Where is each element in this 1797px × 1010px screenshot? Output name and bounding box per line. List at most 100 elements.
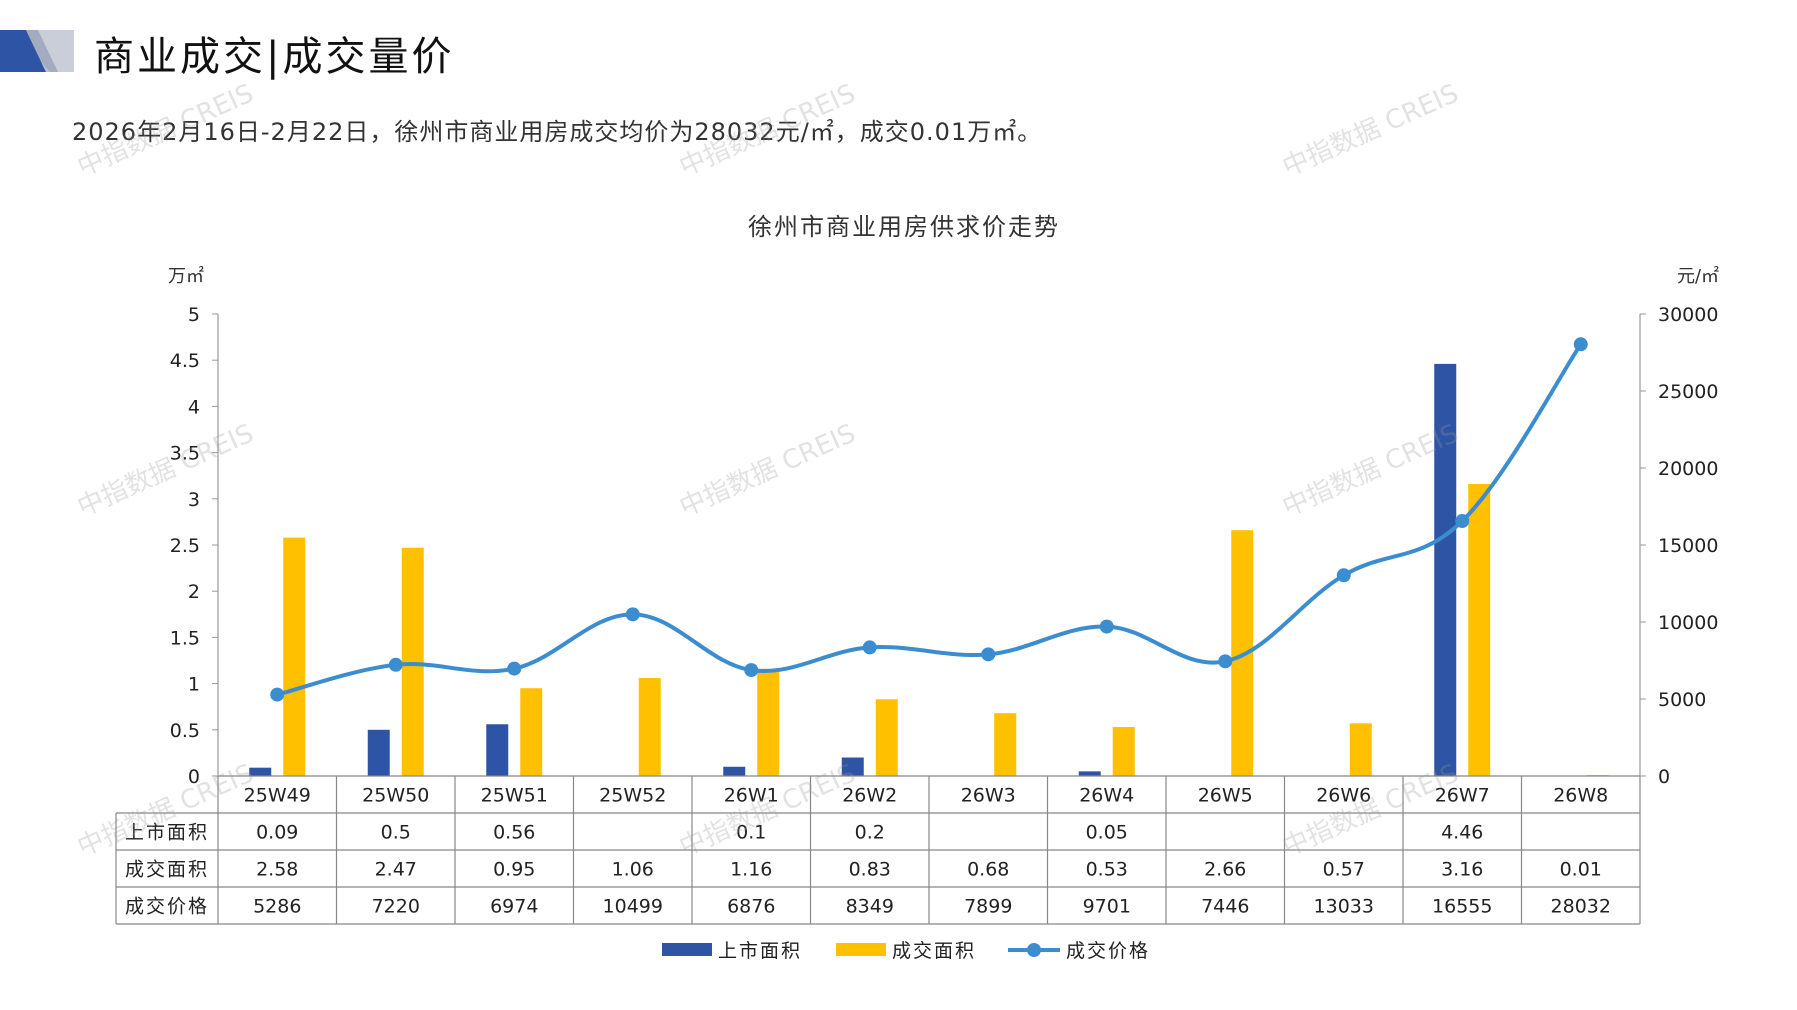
deal-area-bar bbox=[283, 537, 306, 776]
y-left-unit: 万㎡ bbox=[168, 265, 204, 287]
y-left-tick-label: 1 bbox=[188, 674, 200, 696]
legend-label-deal-area: 成交面积 bbox=[892, 940, 976, 962]
y-right-unit: 元/㎡ bbox=[1677, 265, 1719, 287]
category-cell: 25W49 bbox=[244, 785, 311, 807]
y-right-tick-label: 25000 bbox=[1658, 381, 1718, 403]
category-cell: 26W5 bbox=[1198, 785, 1253, 807]
y-left-tick-label: 2 bbox=[188, 581, 200, 603]
price-value-cell: 9701 bbox=[1083, 896, 1131, 918]
category-cell: 26W4 bbox=[1079, 785, 1134, 807]
supply-value-cell: 0.05 bbox=[1086, 822, 1128, 844]
y-left-tick-label: 0 bbox=[188, 766, 200, 788]
y-left-tick-label: 3 bbox=[188, 489, 200, 511]
deal-area-bar bbox=[520, 688, 543, 776]
price-point bbox=[388, 657, 403, 672]
y-right-tick-label: 5000 bbox=[1658, 689, 1706, 711]
decoration-dark-shape bbox=[0, 30, 46, 72]
deal-area-value-cell: 0.53 bbox=[1086, 859, 1128, 881]
price-value-cell: 16555 bbox=[1432, 896, 1492, 918]
deal-area-bar bbox=[638, 678, 661, 776]
y-right-tick-label: 10000 bbox=[1658, 612, 1718, 634]
y-left-tick-label: 1.5 bbox=[170, 627, 200, 649]
price-value-cell: 10499 bbox=[603, 896, 663, 918]
y-left-tick-label: 4.5 bbox=[170, 350, 200, 372]
decoration-mid-shape bbox=[26, 30, 58, 72]
legend-swatch-supply bbox=[662, 943, 712, 956]
price-point bbox=[1099, 619, 1114, 634]
category-cell: 26W8 bbox=[1553, 785, 1608, 807]
price-line bbox=[276, 343, 1583, 697]
supply-bar bbox=[486, 724, 509, 776]
category-cell: 26W1 bbox=[724, 785, 779, 807]
category-cell: 25W52 bbox=[599, 785, 666, 807]
deal-area-value-cell: 3.16 bbox=[1441, 859, 1483, 881]
supply-bar bbox=[1078, 771, 1101, 776]
deal-area-bar bbox=[1112, 727, 1135, 776]
price-point bbox=[862, 640, 877, 655]
y-right-tick-label: 0 bbox=[1658, 766, 1670, 788]
price-value-cell: 6876 bbox=[727, 896, 775, 918]
supply-bar bbox=[1434, 363, 1457, 776]
supply-value-cell: 0.56 bbox=[493, 822, 535, 844]
chart-title: 徐州市商业用房供求价走势 bbox=[748, 213, 1060, 241]
price-value-cell: 8349 bbox=[846, 896, 894, 918]
supply-bar bbox=[841, 757, 864, 776]
deal-area-bar bbox=[401, 547, 424, 776]
price-value-cell: 28032 bbox=[1551, 896, 1611, 918]
table-row-header: 上市面积 bbox=[125, 822, 209, 844]
deal-area-bar bbox=[994, 713, 1017, 776]
legend-swatch-deal-area bbox=[836, 943, 886, 956]
deal-area-value-cell: 0.95 bbox=[493, 859, 535, 881]
deal-area-value-cell: 2.66 bbox=[1204, 859, 1246, 881]
category-cell: 25W50 bbox=[362, 785, 429, 807]
legend-swatch-price-point bbox=[1027, 943, 1041, 957]
deal-area-bar bbox=[1349, 723, 1372, 776]
supply-bar bbox=[367, 729, 390, 776]
title-bar: 商业成交|成交量价 bbox=[0, 22, 1797, 82]
supply-value-cell: 4.46 bbox=[1441, 822, 1483, 844]
price-value-cell: 7446 bbox=[1201, 896, 1249, 918]
y-left-tick-label: 0.5 bbox=[170, 720, 200, 742]
y-left-tick-label: 4 bbox=[188, 396, 200, 418]
price-point bbox=[981, 647, 996, 662]
supply-bar bbox=[723, 766, 746, 776]
price-value-cell: 7220 bbox=[372, 896, 420, 918]
price-value-cell: 13033 bbox=[1314, 896, 1374, 918]
category-cell: 26W7 bbox=[1435, 785, 1490, 807]
price-point bbox=[625, 607, 640, 622]
deal-area-value-cell: 0.01 bbox=[1560, 859, 1602, 881]
price-point bbox=[507, 661, 522, 676]
price-value-cell: 7899 bbox=[964, 896, 1012, 918]
y-right-tick-label: 15000 bbox=[1658, 535, 1718, 557]
page-title: 商业成交|成交量价 bbox=[94, 34, 455, 80]
price-value-cell: 5286 bbox=[253, 896, 301, 918]
price-point bbox=[1455, 514, 1470, 529]
y-right-tick-label: 30000 bbox=[1658, 304, 1718, 326]
deal-area-value-cell: 1.06 bbox=[612, 859, 654, 881]
supply-value-cell: 0.09 bbox=[256, 822, 298, 844]
deal-area-bar bbox=[875, 699, 898, 776]
price-point bbox=[744, 663, 759, 678]
category-cell: 26W6 bbox=[1316, 785, 1371, 807]
category-cell: 25W51 bbox=[481, 785, 548, 807]
price-point bbox=[1573, 337, 1588, 352]
y-left-tick-label: 2.5 bbox=[170, 535, 200, 557]
deal-area-bar bbox=[1468, 484, 1491, 776]
deal-area-value-cell: 0.57 bbox=[1323, 859, 1365, 881]
table-row-header: 成交价格 bbox=[125, 896, 209, 918]
y-right-tick-label: 20000 bbox=[1658, 458, 1718, 480]
supply-value-cell: 0.2 bbox=[855, 822, 885, 844]
category-cell: 26W3 bbox=[961, 785, 1016, 807]
deal-area-value-cell: 2.58 bbox=[256, 859, 298, 881]
price-point bbox=[1218, 654, 1233, 669]
y-left-tick-label: 5 bbox=[188, 304, 200, 326]
category-cell: 26W2 bbox=[842, 785, 897, 807]
deal-area-value-cell: 2.47 bbox=[375, 859, 417, 881]
deal-area-value-cell: 0.83 bbox=[849, 859, 891, 881]
y-left-tick-label: 3.5 bbox=[170, 443, 200, 465]
price-value-cell: 6974 bbox=[490, 896, 538, 918]
price-point bbox=[270, 687, 285, 702]
supply-value-cell: 0.1 bbox=[736, 822, 766, 844]
price-point bbox=[1336, 568, 1351, 583]
